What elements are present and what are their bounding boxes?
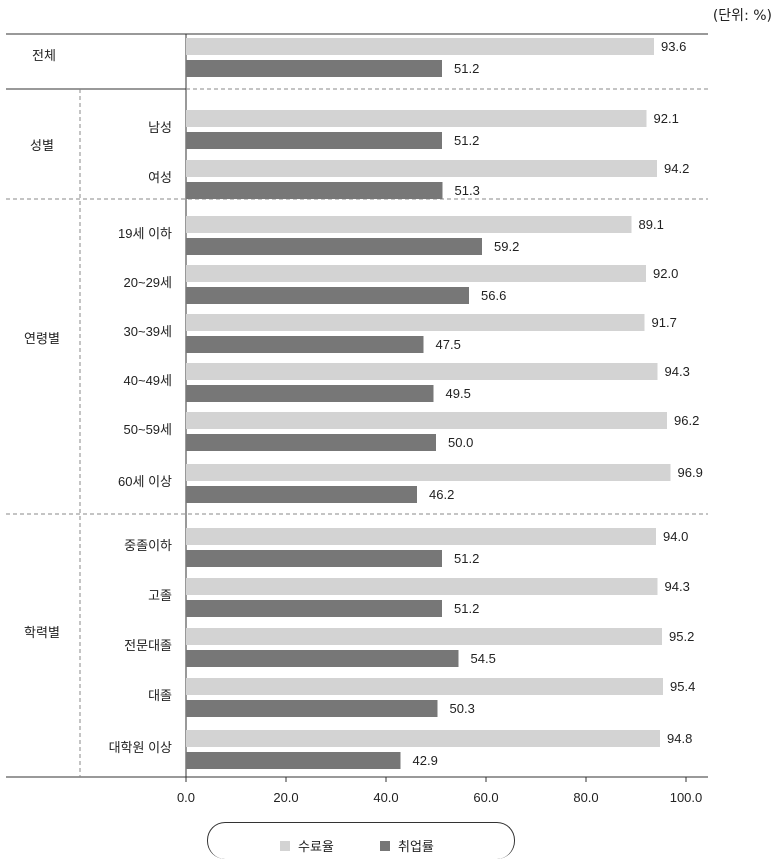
row-label: 50~59세 [124,422,172,437]
group-label: 연령별 [24,331,60,346]
value-label-completion: 94.3 [665,364,690,379]
value-label-completion: 94.8 [667,731,692,746]
bar-employment [186,550,442,567]
row-label: 중졸이하 [124,538,172,553]
group-label: 성별 [30,138,54,153]
bar-employment [186,60,442,77]
bar-completion [186,628,662,645]
value-label-completion: 95.2 [669,629,694,644]
row-label: 30~39세 [124,324,172,339]
bar-completion [186,678,663,695]
row-label: 40~49세 [124,373,172,388]
value-label-employment: 51.2 [454,601,479,616]
value-label-employment: 56.6 [481,288,506,303]
bar-employment [186,700,438,717]
x-tick-label: 20.0 [273,790,298,805]
value-label-completion: 94.3 [665,579,690,594]
row-label: 전문대졸 [124,638,172,653]
value-label-employment: 54.5 [471,651,496,666]
legend-label-employment: 취업률 [398,840,434,855]
value-label-employment: 47.5 [436,337,461,352]
value-label-employment: 49.5 [446,386,471,401]
bar-completion [186,216,632,233]
value-label-employment: 51.2 [454,133,479,148]
row-label: 고졸 [148,588,172,603]
row-label: 대학원 이상 [109,740,172,755]
bar-completion [186,265,646,282]
bar-employment [186,385,434,402]
value-label-completion: 92.1 [654,111,679,126]
bar-completion [186,363,658,380]
value-label-completion: 91.7 [652,315,677,330]
value-label-completion: 94.2 [664,161,689,176]
bar-employment [186,434,436,451]
row-label: 20~29세 [124,275,172,290]
value-label-completion: 96.2 [674,413,699,428]
bar-employment [186,486,417,503]
bar-completion [186,578,658,595]
bar-completion [186,464,671,481]
x-tick-label: 60.0 [473,790,498,805]
bar-employment [186,336,424,353]
value-label-completion: 93.6 [661,39,686,54]
bar-completion [186,314,645,331]
legend-item-completion: 수료율 [280,836,334,855]
group-label: 학력별 [24,625,60,640]
value-label-completion: 92.0 [653,266,678,281]
value-label-employment: 51.3 [455,183,480,198]
value-label-employment: 51.2 [454,551,479,566]
bar-employment [186,238,482,255]
legend-item-employment: 취업률 [380,836,434,855]
value-label-completion: 89.1 [639,217,664,232]
value-label-employment: 42.9 [413,753,438,768]
bar-completion [186,38,654,55]
value-label-employment: 46.2 [429,487,454,502]
x-tick-label: 0.0 [177,790,195,805]
legend-swatch-employment [380,840,390,851]
bar-completion [186,412,667,429]
row-label: 여성 [148,170,172,185]
value-label-completion: 95.4 [670,679,695,694]
value-label-employment: 51.2 [454,61,479,76]
row-label: 19세 이하 [118,226,172,241]
row-label: 남성 [148,120,172,135]
bar-completion [186,110,647,127]
bar-employment [186,600,442,617]
legend-frame [207,822,515,859]
bar-employment [186,287,469,304]
bar-employment [186,650,459,667]
unit-label: (단위: %) [712,8,772,24]
x-tick-label: 40.0 [373,790,398,805]
value-label-employment: 59.2 [494,239,519,254]
value-label-completion: 94.0 [663,529,688,544]
bar-completion [186,160,657,177]
group-label: 전체 [32,48,56,63]
bar-completion [186,730,660,747]
value-label-employment: 50.0 [448,435,473,450]
bar-completion [186,528,656,545]
row-label: 60세 이상 [118,474,172,489]
legend-label-completion: 수료율 [298,840,334,855]
value-label-employment: 50.3 [450,701,475,716]
x-tick-label: 80.0 [573,790,598,805]
bar-employment [186,182,443,199]
value-label-completion: 96.9 [678,465,703,480]
bar-employment [186,132,442,149]
x-tick-label: 100.0 [670,790,703,805]
bar-employment [186,752,401,769]
legend-swatch-completion [280,840,290,851]
row-label: 대졸 [148,688,172,703]
